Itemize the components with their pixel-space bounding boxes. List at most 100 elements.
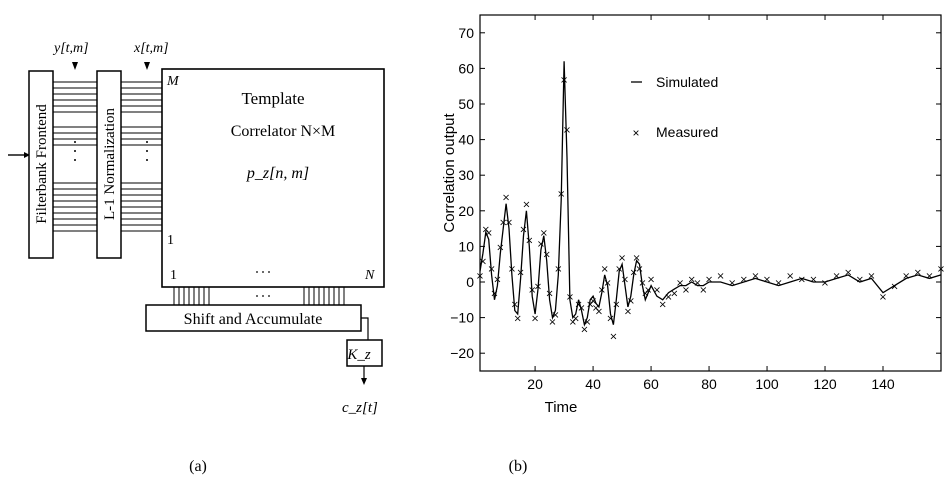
measured-point: × (670, 289, 678, 300)
y-tick-label: −10 (450, 310, 474, 326)
measured-point: × (699, 285, 707, 296)
measured-point: × (537, 239, 545, 250)
y-axis-label: Correlation output (441, 113, 458, 233)
measured-point: × (485, 228, 493, 239)
block-diagram: y[t,m] x[t,m] Filterbank Frontend L-1 No… (8, 41, 385, 475)
x-tick-label: 140 (871, 376, 895, 392)
gain-label: K_z (346, 347, 371, 363)
measured-point: × (499, 218, 507, 229)
measured-point: × (574, 299, 582, 310)
measured-point: × (493, 274, 501, 285)
measured-point: × (798, 274, 806, 285)
measured-point: × (583, 317, 591, 328)
y-arrow-icon (72, 62, 78, 70)
y-tick-label: 0 (466, 274, 474, 290)
measured-point: × (482, 225, 490, 236)
measured-point: × (595, 307, 603, 318)
measured-point: × (479, 257, 487, 268)
x-tick-label: 60 (643, 376, 659, 392)
measured-point: × (505, 218, 513, 229)
measured-point: × (609, 331, 617, 342)
measured-point: × (603, 278, 611, 289)
measured-point: × (925, 271, 933, 282)
x-tick-label: 120 (813, 376, 837, 392)
measured-point: × (856, 274, 864, 285)
measured-point: × (514, 314, 522, 325)
measured-point: × (540, 228, 548, 239)
measured-point: × (557, 189, 565, 200)
simulated-line (479, 61, 942, 327)
measured-point: × (774, 278, 782, 289)
y-tick-label: 70 (458, 25, 474, 41)
measured-point: × (641, 289, 649, 300)
y-tick-label: 50 (458, 96, 474, 112)
caption-b: (b) (509, 458, 528, 475)
measured-point: × (589, 296, 597, 307)
measured-point: × (630, 267, 638, 278)
shift-accumulate-label: Shift and Accumulate (184, 311, 323, 328)
measured-point: × (740, 274, 748, 285)
measured-point: × (763, 274, 771, 285)
measured-point: × (490, 289, 498, 300)
m-bottom-label: 1 (167, 233, 174, 248)
measured-point: × (516, 267, 524, 278)
legend-measured-label: Measured (656, 124, 718, 140)
filterbank-frontend-label: Filterbank Frontend (34, 104, 50, 224)
measured-point: × (632, 253, 640, 264)
measured-point: × (545, 289, 553, 300)
measured-point: × (937, 264, 944, 275)
n-right-label: N (364, 268, 375, 283)
measured-point: × (728, 278, 736, 289)
measured-point: × (647, 274, 655, 285)
normalization-block (96, 70, 122, 259)
template-subtitle: Correlator N×M (231, 123, 336, 140)
y-tick-label: 20 (458, 203, 474, 219)
measured-point: × (580, 324, 588, 335)
measured-point: × (548, 317, 556, 328)
measured-point: × (511, 299, 519, 310)
input-arrow-icon (24, 152, 30, 158)
measured-point: × (751, 271, 759, 282)
measured-point: × (508, 264, 516, 275)
legend-measured-marker: × (632, 126, 639, 140)
y-tick-label: 40 (458, 132, 474, 148)
measured-point: × (821, 278, 829, 289)
output-arrow-icon (361, 378, 367, 385)
x-tick-label: 20 (527, 376, 543, 392)
measured-point: × (682, 285, 690, 296)
measured-point: × (890, 282, 898, 293)
normalization-label: L-1 Normalization (102, 107, 118, 220)
measured-point: × (566, 292, 574, 303)
measured-point: × (476, 271, 484, 282)
measured-point: × (621, 274, 629, 285)
x-tick-label: 80 (701, 376, 717, 392)
y-tick-label: 30 (458, 167, 474, 183)
measured-point: × (598, 285, 606, 296)
caption-a: (a) (189, 458, 207, 475)
x-arrow-icon (144, 62, 150, 70)
measured-point: × (496, 242, 504, 253)
x-input-label: x[t,m] (133, 41, 169, 56)
measured-point: × (638, 278, 646, 289)
measured-point: × (586, 299, 594, 310)
measured-point: × (644, 285, 652, 296)
measured-point: × (543, 250, 551, 261)
measured-point: × (844, 267, 852, 278)
measured-point: × (664, 292, 672, 303)
template-weights: p_z[n, m] (246, 165, 309, 182)
measured-point: × (705, 274, 713, 285)
measured-point: × (688, 274, 696, 285)
measured-point: × (624, 307, 632, 318)
y-tick-label: −20 (450, 345, 474, 361)
measured-point: × (716, 271, 724, 282)
measured-point: × (519, 225, 527, 236)
measured-point: × (676, 278, 684, 289)
measured-point: × (618, 253, 626, 264)
measured-point: × (809, 274, 817, 285)
measured-point: × (572, 314, 580, 325)
measured-point: × (577, 303, 585, 314)
measured-point: × (554, 264, 562, 275)
measured-point: × (487, 264, 495, 275)
measured-point: × (867, 271, 875, 282)
measured-point: × (601, 264, 609, 275)
